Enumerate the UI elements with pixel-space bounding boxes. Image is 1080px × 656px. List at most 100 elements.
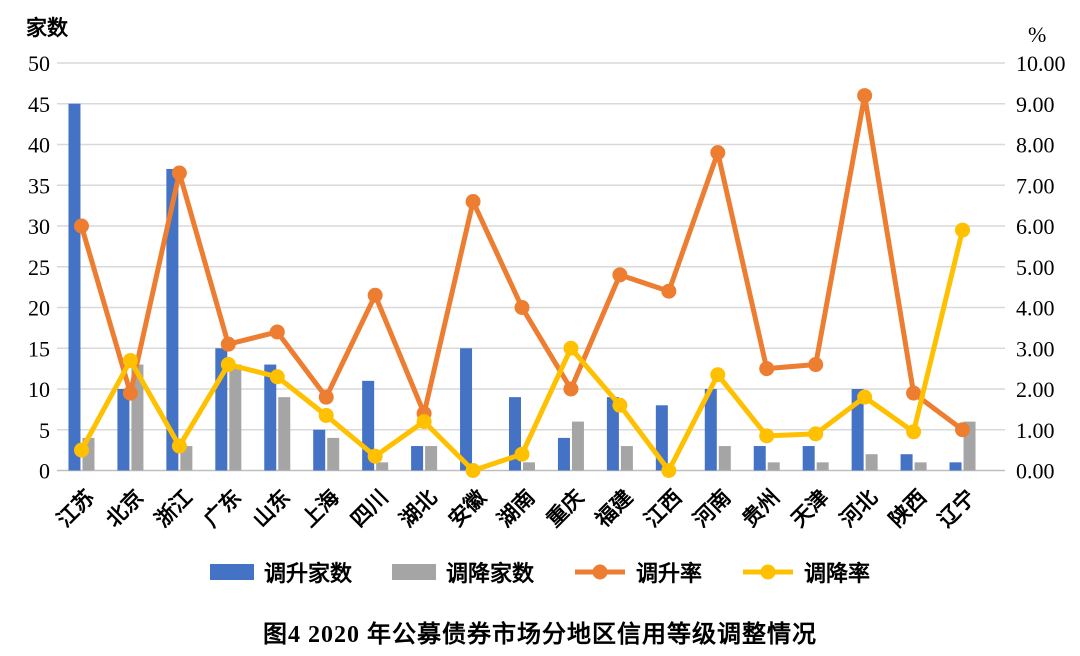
marker-upgrade-rate: [661, 283, 677, 299]
bar-downgrade-count: [865, 454, 878, 471]
bar-upgrade-count: [117, 389, 130, 471]
bar-upgrade-count: [900, 454, 913, 471]
x-axis-label: 辽宁: [933, 485, 980, 532]
y-axis-tick-label-right: 0.00: [1016, 459, 1055, 484]
marker-downgrade-rate: [367, 448, 383, 464]
x-axis-label: 陕西: [884, 485, 931, 532]
marker-upgrade-rate: [171, 165, 187, 181]
y-axis-tick-label-left: 25: [28, 255, 50, 280]
marker-upgrade-rate: [906, 385, 922, 401]
marker-downgrade-rate: [318, 407, 334, 423]
bar-upgrade-count: [851, 389, 864, 471]
bar-upgrade-count: [460, 348, 473, 471]
x-axis-label: 河南: [689, 485, 736, 532]
legend-swatch-line: [743, 564, 794, 580]
y-axis-tick-label-left: 5: [39, 418, 50, 443]
bar-upgrade-count: [557, 437, 570, 471]
x-axis-label: 安徽: [444, 484, 491, 531]
marker-upgrade-rate: [857, 88, 873, 104]
left-axis-unit-label: 家数: [26, 16, 68, 40]
marker-downgrade-rate: [759, 428, 775, 444]
y-axis-tick-label-right: 9.00: [1016, 92, 1055, 117]
bar-downgrade-count: [229, 364, 242, 471]
figure-caption: 图4 2020 年公募债券市场分地区信用等级调整情况: [263, 622, 817, 648]
marker-upgrade-rate: [73, 218, 89, 234]
bar-upgrade-count: [166, 168, 179, 471]
y-axis-tick-label-left: 15: [28, 336, 50, 361]
marker-downgrade-rate: [661, 463, 677, 478]
bar-upgrade-count: [264, 364, 277, 471]
x-axis-label: 江苏: [52, 485, 99, 532]
right-axis-unit-label: %: [1028, 22, 1047, 47]
marker-upgrade-rate: [759, 361, 775, 377]
y-axis-tick-label-right: 4.00: [1016, 296, 1055, 321]
bar-upgrade-count: [753, 446, 766, 471]
bar-downgrade-count: [327, 437, 340, 471]
marker-downgrade-rate: [220, 357, 236, 373]
marker-downgrade-rate: [73, 442, 89, 458]
bar-upgrade-count: [68, 103, 81, 471]
bar-upgrade-count: [704, 389, 717, 471]
marker-downgrade-rate: [269, 369, 285, 385]
y-axis-tick-label-left: 40: [28, 133, 50, 158]
x-axis-label: 北京: [101, 485, 148, 532]
legend-item-label: 调升率: [636, 561, 703, 586]
bar-upgrade-count: [411, 446, 424, 471]
marker-upgrade-rate: [612, 267, 628, 283]
x-axis-label: 湖南: [493, 485, 540, 532]
marker-downgrade-rate: [465, 463, 481, 478]
y-axis-tick-label-right: 10.00: [1016, 51, 1066, 76]
legend-item-label: 调降率: [804, 561, 871, 586]
x-axis-label: 福建: [590, 485, 637, 532]
bar-downgrade-count: [767, 462, 780, 471]
marker-upgrade-rate: [367, 287, 383, 303]
marker-downgrade-rate: [857, 389, 873, 405]
x-axis-label: 河北: [835, 485, 882, 532]
bar-downgrade-count: [718, 446, 731, 471]
y-axis-tick-label-right: 3.00: [1016, 336, 1055, 361]
marker-upgrade-rate: [220, 336, 236, 352]
y-axis-tick-label-left: 35: [28, 173, 50, 198]
bar-downgrade-count: [914, 462, 927, 471]
bar-downgrade-count: [376, 462, 389, 471]
x-axis-label: 天津: [787, 485, 834, 532]
marker-downgrade-rate: [612, 397, 628, 413]
marker-downgrade-rate: [122, 352, 138, 368]
bar-downgrade-count: [425, 446, 438, 471]
y-axis-tick-label-left: 20: [28, 296, 50, 321]
legend-swatch-bar: [391, 564, 436, 580]
marker-upgrade-rate: [514, 300, 530, 315]
marker-upgrade-rate: [808, 357, 824, 373]
y-axis-tick-label-left: 30: [28, 214, 50, 239]
line-upgrade-rate: [78, 93, 966, 433]
legend-swatch-line: [575, 564, 625, 580]
plot-area: 0 0.00 5 1.00 10 2.00 15 3.00 20 4.00 25 5.00 30 6.00…: [28, 51, 1066, 532]
legend: 调升家数 调降家数 调升率 调降率: [0, 551, 1080, 593]
y-axis-tick-label-right: 6.00: [1016, 214, 1055, 239]
legend-item-label: 调升家数: [263, 561, 352, 586]
bar-downgrade-count: [278, 397, 291, 471]
bar-upgrade-count: [802, 446, 815, 471]
marker-downgrade-rate: [563, 340, 579, 356]
y-axis-tick-label-left: 50: [28, 51, 50, 76]
marker-upgrade-rate: [563, 381, 579, 397]
bar-downgrade-count: [571, 421, 584, 471]
marker-upgrade-rate: [465, 194, 481, 210]
legend-item: 调降率: [742, 556, 870, 588]
marker-downgrade-rate: [955, 222, 971, 238]
x-axis-label: 湖北: [395, 485, 442, 532]
y-axis-tick-label-right: 7.00: [1016, 173, 1055, 198]
marker-downgrade-rate: [171, 438, 187, 454]
legend-item: 调升家数: [209, 556, 352, 588]
bar-downgrade-count: [816, 462, 829, 471]
y-axis-tick-label-right: 5.00: [1016, 255, 1055, 280]
bar-upgrade-count: [313, 429, 326, 471]
bar-downgrade-count: [620, 446, 633, 471]
bar-upgrade-count: [949, 462, 962, 471]
marker-upgrade-rate: [710, 145, 726, 161]
x-axis-label: 重庆: [542, 485, 589, 532]
x-axis-label: 广东: [199, 485, 246, 532]
legend-item: 调降家数: [391, 556, 534, 588]
marker-upgrade-rate: [269, 324, 285, 340]
